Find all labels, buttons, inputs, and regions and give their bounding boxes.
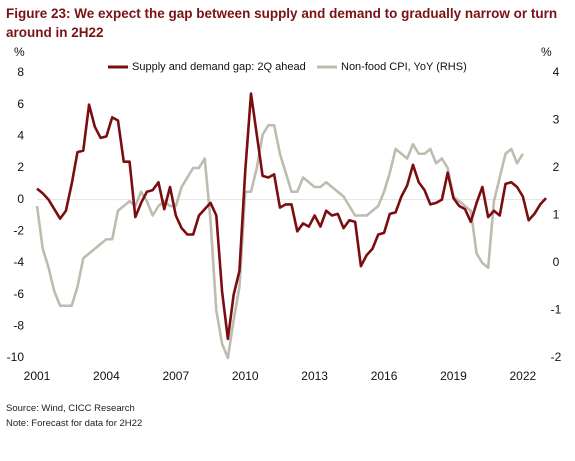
y2-tick-label: -1 xyxy=(551,303,562,317)
y2-tick-label: 4 xyxy=(553,65,560,79)
y2-tick-label: 0 xyxy=(553,255,560,269)
y-tick-label: -6 xyxy=(13,287,24,301)
footnote: Note: Forecast for data for 2H22 xyxy=(6,418,143,429)
y-tick-label: 2 xyxy=(17,160,24,174)
y2-tick-label: -2 xyxy=(551,350,562,364)
source-note: Source: Wind, CICC Research xyxy=(6,403,135,414)
y-tick-label: -10 xyxy=(7,350,25,364)
chart-title: Figure 23: We expect the gap between sup… xyxy=(6,6,558,40)
series-line xyxy=(36,92,547,341)
x-tick-label: 2016 xyxy=(371,369,398,383)
y-axis-label: % xyxy=(14,45,25,59)
y-tick-label: -8 xyxy=(13,319,24,333)
y-tick-label: 4 xyxy=(17,129,24,143)
y2-tick-label: 2 xyxy=(553,160,560,174)
y2-tick-label: 1 xyxy=(553,208,560,222)
x-tick-label: 2004 xyxy=(93,369,120,383)
y-tick-label: 6 xyxy=(17,97,24,111)
y-tick-label: 0 xyxy=(17,192,24,206)
y-tick-label: -4 xyxy=(13,255,24,269)
y2-axis-label: % xyxy=(541,45,552,59)
x-tick-label: 2022 xyxy=(510,369,537,383)
x-tick-label: 2013 xyxy=(301,369,328,383)
series-line xyxy=(35,123,524,360)
x-tick-label: 2010 xyxy=(232,369,259,383)
x-tick-label: 2007 xyxy=(162,369,189,383)
y2-tick-label: 3 xyxy=(553,113,560,127)
x-tick-label: 2001 xyxy=(24,369,51,383)
x-tick-label: 2019 xyxy=(440,369,467,383)
legend-label: Supply and demand gap: 2Q ahead xyxy=(132,61,306,73)
y-tick-label: 8 xyxy=(17,65,24,79)
legend-label: Non-food CPI, YoY (RHS) xyxy=(341,61,467,73)
y-tick-label: -2 xyxy=(13,224,24,238)
